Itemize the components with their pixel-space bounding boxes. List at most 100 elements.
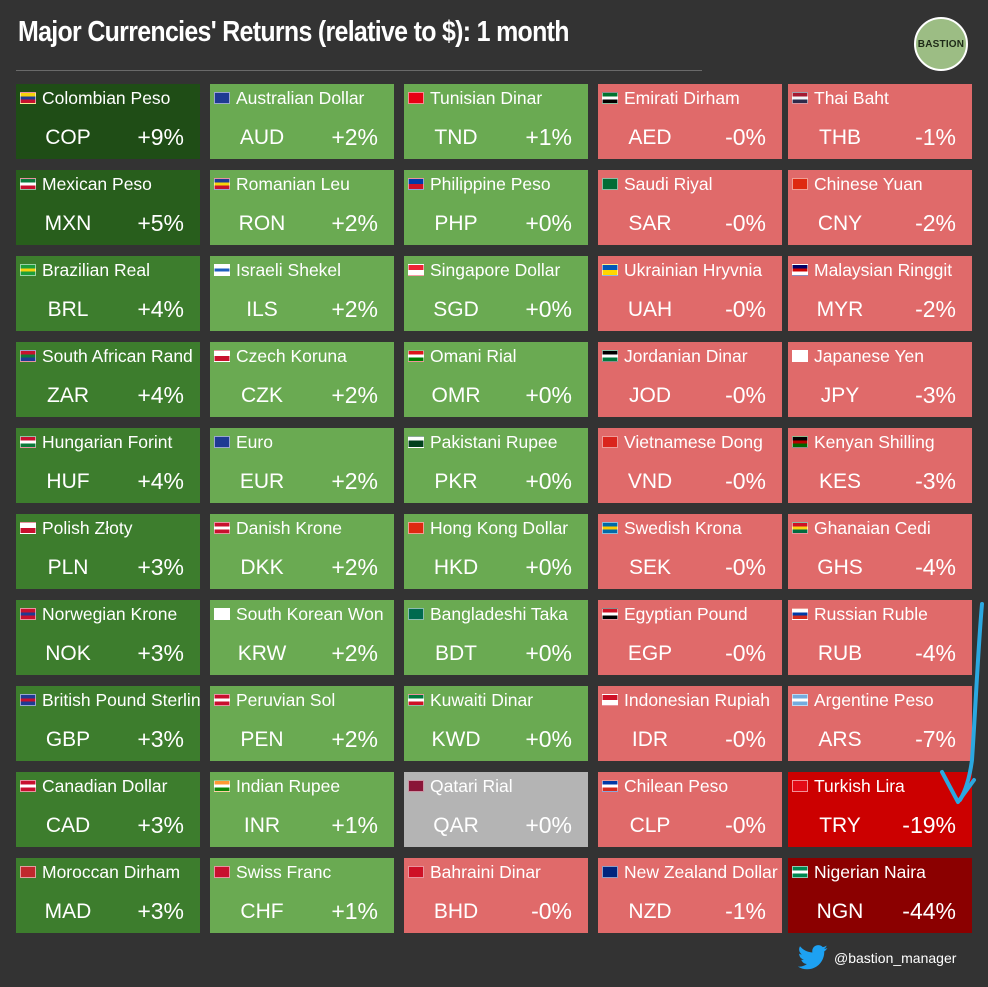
currency-tile-sgd: Singapore Dollar SGD +0% [404,256,588,331]
tile-header: Argentine Peso [792,689,972,711]
twitter-handle[interactable]: @bastion_manager [834,949,957,966]
currency-name: Qatari Rial [430,775,513,796]
currency-name: Turkish Lira [814,775,905,796]
twitter-bird-icon [798,945,828,970]
currency-name: Jordanian Dinar [624,345,748,366]
flag-icon-tnd [408,92,424,104]
currency-tile-ron: Romanian Leu RON +2% [210,170,394,245]
currency-return: -1% [915,124,956,150]
currency-tile-krw: South Korean Won KRW +2% [210,600,394,675]
currency-return: +1% [331,812,378,838]
currency-code: QAR [433,814,479,837]
currency-tile-rub: Russian Ruble RUB -4% [788,600,972,675]
currency-code: KWD [431,728,481,751]
tile-header: Canadian Dollar [20,775,200,797]
currency-code: ARS [818,728,862,751]
currency-return: -1% [725,898,766,924]
currency-code: UAH [627,298,673,321]
currency-name: Hong Kong Dollar [430,517,569,538]
currency-code: INR [243,814,281,837]
tile-header: Malaysian Ringgit [792,259,972,281]
currency-return: -0% [725,382,766,408]
currency-name: Nigerian Naira [814,861,926,882]
currency-code: HKD [433,556,479,579]
tile-header: Chilean Peso [602,775,782,797]
tile-header: Mexican Peso [20,173,200,195]
currency-return: -0% [725,468,766,494]
currency-name: Hungarian Forint [42,431,173,452]
currency-return: +0% [525,812,572,838]
currency-code: NZD [628,900,672,923]
currency-code: CNY [817,212,863,235]
currency-tile-hkd: Hong Kong Dollar HKD +0% [404,514,588,589]
currency-name: South African Rand [42,345,193,366]
flag-icon-jod [602,350,618,362]
currency-name: Colombian Peso [42,87,171,108]
currency-tile-brl: Brazilian Real BRL +4% [16,256,200,331]
flag-icon-czk [214,350,230,362]
flag-icon-aud [214,92,230,104]
currency-code: TND [434,126,478,149]
flag-icon-eur [214,436,230,448]
currency-name: Thai Baht [814,87,889,108]
flag-icon-vnd [602,436,618,448]
currency-tile-egp: Egyptian Pound EGP -0% [598,600,782,675]
currency-code: KRW [237,642,287,665]
currency-name: Ukrainian Hryvnia [624,259,763,280]
currency-code: BRL [47,298,89,321]
currency-return: +2% [331,124,378,150]
tile-header: Australian Dollar [214,87,394,109]
currency-name: Israeli Shekel [236,259,342,280]
tile-header: British Pound Sterling [20,689,200,711]
currency-name: Kuwaiti Dinar [430,689,534,710]
currency-return: +0% [525,726,572,752]
currency-name: Philippine Peso [430,173,551,194]
flag-icon-dkk [214,522,230,534]
currency-code: ZAR [47,384,89,407]
flag-icon-pln [20,522,36,534]
currency-name: Vietnamese Dong [624,431,763,452]
flag-icon-pen [214,694,230,706]
currency-code: ILS [246,298,278,321]
currency-tile-aud: Australian Dollar AUD +2% [210,84,394,159]
currency-name: Mexican Peso [42,173,152,194]
flag-icon-aed [602,92,618,104]
currency-tile-gbp: British Pound Sterling GBP +3% [16,686,200,761]
flag-icon-sgd [408,264,424,276]
flag-icon-gbp [20,694,36,706]
currency-tile-ngn: Nigerian Naira NGN -44% [788,858,972,933]
tile-header: South Korean Won [214,603,394,625]
flag-icon-pkr [408,436,424,448]
tile-header: Romanian Leu [214,173,394,195]
tile-header: Singapore Dollar [408,259,588,281]
currency-name: Kenyan Shilling [814,431,935,452]
currency-name: Swiss Franc [236,861,332,882]
flag-icon-ron [214,178,230,190]
currency-return: -0% [725,726,766,752]
currency-name: Moroccan Dirham [42,861,181,882]
currency-return: -4% [915,554,956,580]
currency-return: +3% [137,812,184,838]
tile-header: Ghanaian Cedi [792,517,972,539]
currency-return: +0% [525,382,572,408]
currency-return: +0% [525,468,572,494]
currency-tile-mxn: Mexican Peso MXN +5% [16,170,200,245]
currency-return: +0% [525,554,572,580]
twitter-credit[interactable]: @bastion_manager [798,945,956,970]
currency-code: CAD [45,814,91,837]
currency-return: -4% [915,640,956,666]
flag-icon-mad [20,866,36,878]
currency-code: AUD [239,126,285,149]
currency-code: MXN [44,212,92,235]
tile-header: Omani Rial [408,345,588,367]
currency-tile-sek: Swedish Krona SEK -0% [598,514,782,589]
tile-header: Israeli Shekel [214,259,394,281]
currency-return: -0% [725,124,766,150]
tile-header: Czech Koruna [214,345,394,367]
tile-header: Peruvian Sol [214,689,394,711]
currency-name: Pakistani Rupee [430,431,558,452]
currency-tile-try: Turkish Lira TRY -19% [788,772,972,847]
flag-icon-kwd [408,694,424,706]
currency-name: Euro [236,431,273,452]
currency-return: +2% [331,210,378,236]
